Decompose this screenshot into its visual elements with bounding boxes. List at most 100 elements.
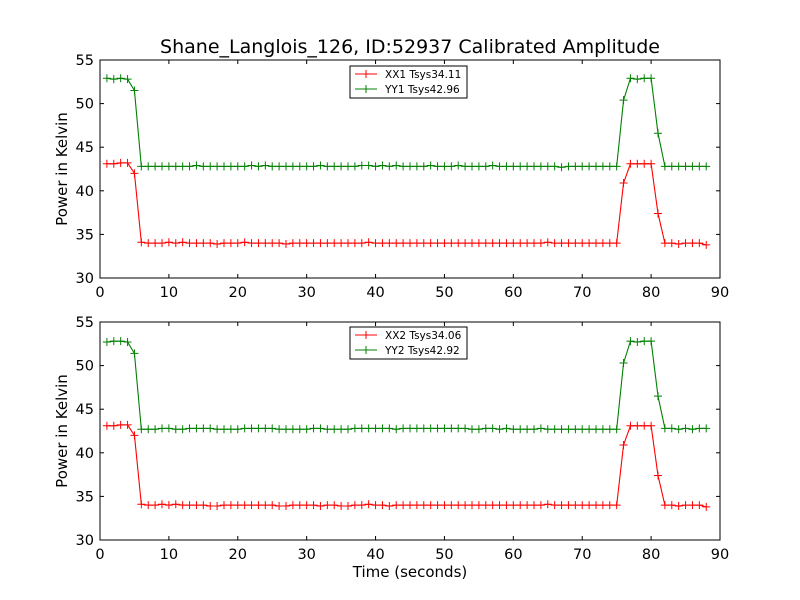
data-point-marker bbox=[392, 425, 401, 434]
data-point-marker bbox=[116, 158, 125, 167]
data-point-marker bbox=[116, 420, 125, 429]
data-point-marker bbox=[667, 239, 676, 248]
data-point-marker bbox=[502, 239, 511, 248]
data-point-marker bbox=[654, 209, 662, 218]
data-point-marker bbox=[261, 161, 270, 170]
data-point-marker bbox=[206, 239, 215, 248]
data-point-marker bbox=[660, 239, 669, 248]
legend-label: YY1 Tsys42.96 bbox=[384, 84, 460, 96]
data-point-marker bbox=[592, 501, 600, 510]
data-point-marker bbox=[564, 501, 573, 510]
data-point-marker bbox=[337, 239, 346, 248]
data-point-marker bbox=[350, 501, 359, 510]
y-tick-label: 50 bbox=[76, 97, 94, 113]
data-point-marker bbox=[399, 424, 408, 433]
data-point-marker bbox=[371, 239, 380, 248]
data-point-marker bbox=[371, 424, 380, 433]
data-point-marker bbox=[316, 161, 325, 170]
data-point-marker bbox=[509, 501, 518, 510]
data-point-marker bbox=[164, 501, 173, 510]
data-point-marker bbox=[550, 425, 559, 434]
x-tick-label: 90 bbox=[711, 547, 729, 563]
data-point-marker bbox=[226, 501, 235, 510]
data-point-marker bbox=[233, 239, 242, 248]
data-point-marker bbox=[543, 162, 552, 171]
data-point-marker bbox=[516, 425, 525, 434]
data-point-marker bbox=[536, 239, 545, 248]
data-point-marker bbox=[702, 502, 711, 511]
data-point-marker bbox=[268, 162, 277, 171]
data-point-marker bbox=[557, 239, 566, 248]
y-tick-label: 35 bbox=[76, 489, 94, 505]
data-point-marker bbox=[220, 239, 228, 248]
data-point-marker bbox=[502, 424, 511, 433]
x-tick-label: 70 bbox=[573, 547, 591, 563]
data-point-marker bbox=[240, 501, 249, 510]
legend-box bbox=[349, 65, 468, 99]
data-point-marker bbox=[619, 440, 628, 449]
data-point-marker bbox=[192, 424, 201, 433]
data-point-marker bbox=[647, 74, 656, 83]
data-point-marker bbox=[612, 501, 621, 510]
data-point-marker bbox=[550, 239, 559, 248]
data-point-marker bbox=[509, 425, 518, 434]
data-point-marker bbox=[585, 162, 594, 171]
data-point-marker bbox=[151, 501, 160, 510]
data-point-marker bbox=[130, 431, 139, 440]
data-point-marker bbox=[364, 238, 373, 247]
data-point-marker bbox=[626, 159, 635, 168]
y-tick-label: 30 bbox=[76, 271, 94, 287]
data-point-marker bbox=[268, 424, 277, 433]
data-point-marker bbox=[357, 424, 366, 433]
data-point-marker bbox=[185, 424, 194, 433]
data-point-marker bbox=[523, 239, 532, 248]
x-tick-label: 60 bbox=[504, 547, 522, 563]
data-point-marker bbox=[123, 420, 132, 429]
data-point-marker bbox=[543, 500, 552, 509]
data-point-marker bbox=[688, 162, 697, 171]
data-point-marker bbox=[502, 501, 511, 510]
data-point-marker bbox=[185, 162, 194, 171]
data-point-marker bbox=[619, 178, 628, 187]
y-tick-label: 55 bbox=[76, 315, 94, 331]
data-point-marker bbox=[109, 337, 118, 346]
data-point-marker bbox=[654, 129, 662, 138]
data-point-marker bbox=[440, 424, 449, 433]
data-point-marker bbox=[357, 161, 366, 170]
data-point-marker bbox=[440, 501, 449, 510]
x-tick-label: 70 bbox=[573, 285, 591, 301]
data-point-marker bbox=[316, 501, 325, 510]
data-point-marker bbox=[674, 239, 683, 248]
x-tick-label: 50 bbox=[435, 285, 453, 301]
panels: 0 10 20 30 40 50 60 70 80 90 30 35 40 45 50 55 Power in … bbox=[53, 53, 729, 581]
data-point-marker bbox=[681, 424, 690, 433]
data-point-marker bbox=[164, 238, 173, 247]
data-point-marker bbox=[364, 424, 373, 433]
data-point-marker bbox=[695, 501, 704, 510]
data-point-marker bbox=[226, 239, 235, 248]
data-point-marker bbox=[605, 162, 614, 171]
data-point-marker bbox=[523, 501, 532, 510]
data-point-marker bbox=[516, 501, 525, 510]
data-point-marker bbox=[681, 501, 690, 510]
data-point-marker bbox=[102, 421, 111, 430]
data-point-marker bbox=[378, 424, 387, 433]
data-point-marker bbox=[571, 239, 580, 248]
data-point-marker bbox=[426, 501, 435, 510]
data-point-marker bbox=[323, 425, 332, 434]
data-point-marker bbox=[151, 162, 160, 171]
data-point-marker bbox=[688, 501, 697, 510]
data-point-marker bbox=[123, 338, 132, 347]
data-point-marker bbox=[440, 239, 449, 248]
data-point-marker bbox=[158, 500, 166, 509]
data-point-marker bbox=[254, 239, 263, 248]
data-point-marker bbox=[178, 425, 187, 434]
data-point-marker bbox=[330, 501, 339, 510]
data-point-marker bbox=[598, 239, 607, 248]
data-point-marker bbox=[261, 501, 270, 510]
data-point-marker bbox=[309, 239, 318, 248]
series-xx2 bbox=[102, 420, 711, 511]
data-point-marker bbox=[302, 162, 311, 171]
data-point-marker bbox=[447, 239, 456, 248]
data-point-marker bbox=[419, 501, 428, 510]
